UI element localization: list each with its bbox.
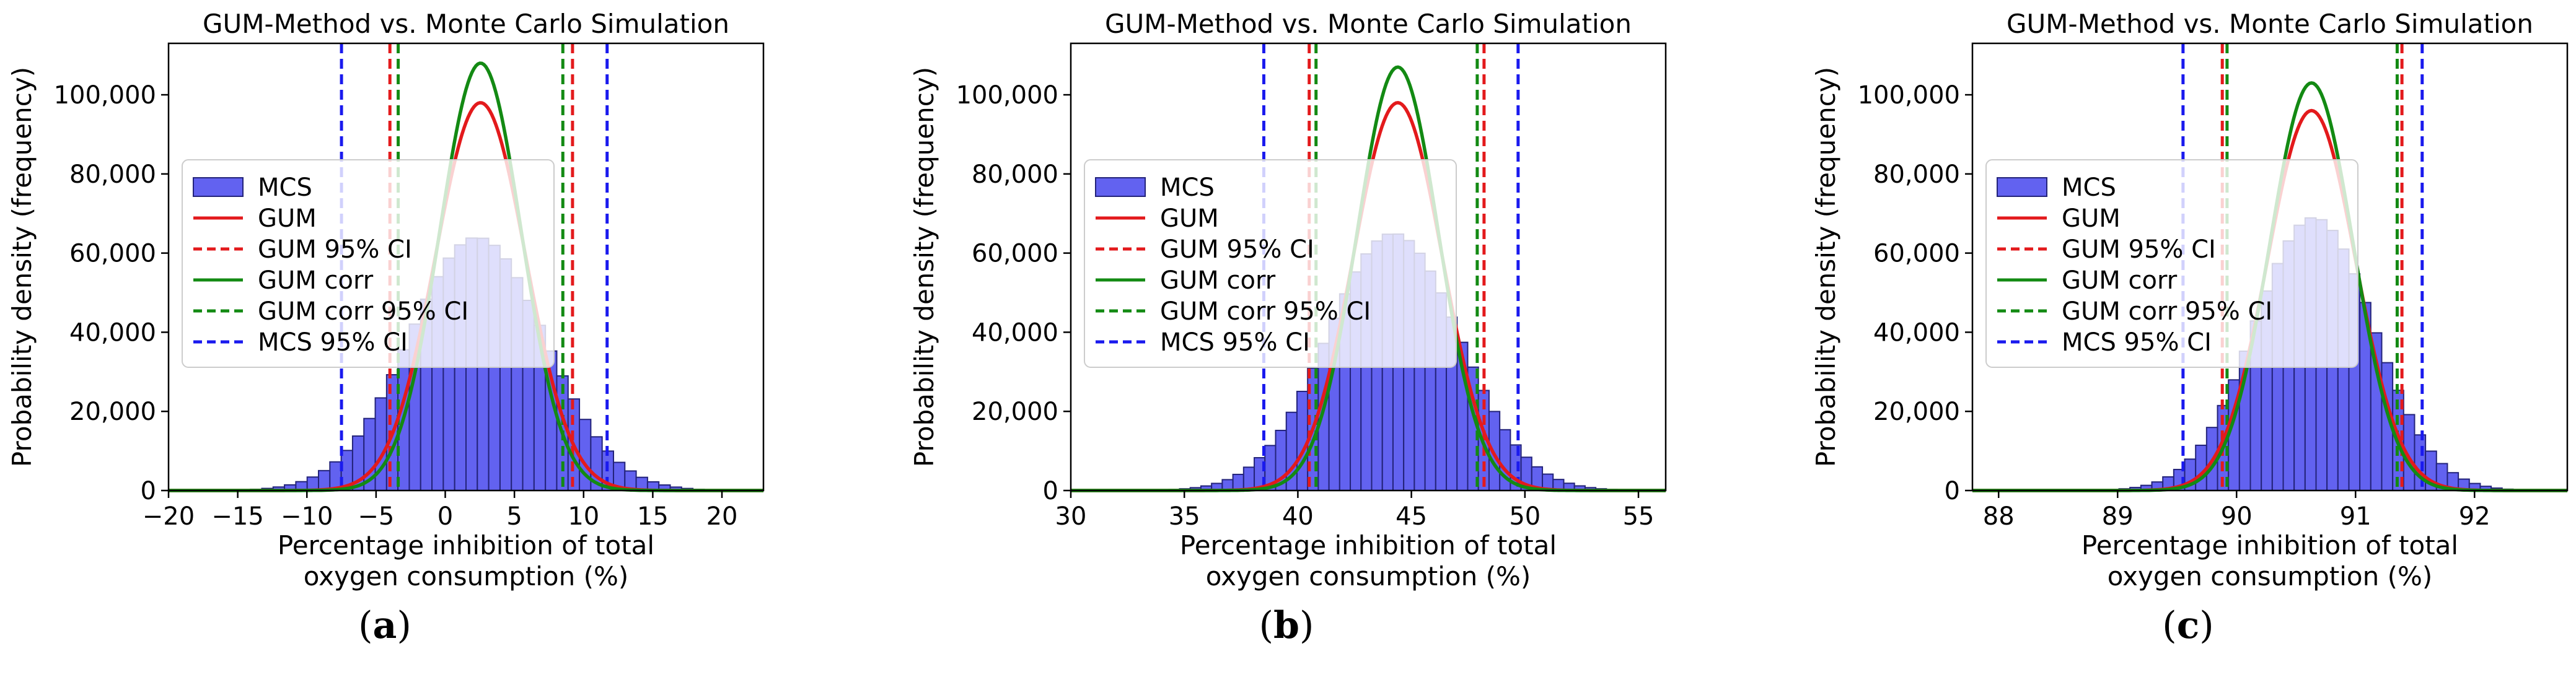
chart-b-x-tick-label: 55 [1623, 502, 1655, 531]
chart-b-x-tick-label: 45 [1396, 502, 1427, 531]
chart-a-group: −20 −15 −10 −5 0 5 10 15 20 0 20,000 40,000 60,000 80… [7, 9, 765, 591]
chart-b-x-axis-label: oxygen consumption (%) [1206, 561, 1531, 591]
chart-a-x-tick-label: 10 [568, 502, 599, 531]
chart-c-x-axis-label: Percentage inhibition of total [2081, 530, 2458, 561]
chart-a-x-tick-label: −10 [281, 502, 333, 531]
chart-c-x-tick-label: 91 [2340, 502, 2372, 531]
chart-b-x-tick-label: 30 [1055, 502, 1087, 531]
chart-c-x-tick-label: 88 [1983, 502, 2015, 531]
chart-c-x-tick-label: 92 [2459, 502, 2490, 531]
chart-b-legend-label: MCS 95% CI [1160, 328, 1310, 357]
chart-a-axes-frame [167, 42, 765, 492]
chart-c-group: 88 89 90 91 92 0 20,000 40,000 60,000 80,000 100,0… [1811, 9, 2569, 591]
panel-label-a: (a) [358, 604, 411, 647]
chart-b-x-tick-label: 40 [1282, 502, 1314, 531]
chart-a-x-tick-label: 0 [437, 502, 453, 531]
chart-b-y-tick-label: 40,000 [972, 318, 1058, 347]
chart-b-hist-bar [1296, 390, 1309, 491]
chart-a-legend-label: GUM corr 95% CI [258, 297, 468, 326]
chart-b-y-axis-label: Probability density (frequency) [909, 67, 939, 467]
chart-b-y-tick-label: 0 [1043, 477, 1058, 505]
chart-c-x-tick-label: 90 [2221, 502, 2253, 531]
chart-b-legend-box [1084, 159, 1457, 368]
chart-a-x-axis-label: oxygen consumption (%) [304, 561, 629, 591]
chart-b-legend-label: MCS [1160, 173, 1215, 202]
chart-a-x-tick-label: 20 [706, 502, 738, 531]
chart-a-x-tick-label: 15 [637, 502, 669, 531]
chart-a-y-axis-label: Probability density (frequency) [7, 67, 37, 467]
chart-c-y-tick-label: 0 [1945, 477, 1960, 505]
chart-b-x-tick-label: 35 [1169, 502, 1200, 531]
chart-c-legend-label: GUM corr 95% CI [2062, 297, 2272, 326]
chart-b-legend-label: GUM 95% CI [1160, 235, 1314, 264]
chart-a-hist-bar [318, 469, 331, 492]
chart-a-x-tick-label: −20 [143, 502, 195, 531]
chart-c-y-tick-label: 20,000 [1873, 398, 1960, 426]
chart-c-legend-label: GUM [2062, 204, 2121, 233]
chart-a-legend-label: GUM 95% CI [258, 235, 412, 264]
chart-a-legend-box [182, 159, 555, 368]
chart-b-group: 30 35 40 45 50 55 0 20,000 40,000 60,000 80,000 100… [909, 9, 1667, 591]
chart-c-x-axis-label: oxygen consumption (%) [2108, 561, 2433, 591]
chart-a-x-tick-label: −5 [358, 502, 394, 531]
chart-c-axes-frame [1971, 42, 2569, 492]
chart-c-y-axis-label: Probability density (frequency) [1811, 67, 1841, 467]
chart-a-legend-label: GUM [258, 204, 317, 233]
chart-a-y-tick-label: 80,000 [69, 160, 156, 189]
chart-c-title: GUM-Method vs. Monte Carlo Simulation [2007, 9, 2533, 39]
chart-a-legend-label: MCS 95% CI [258, 328, 408, 357]
panel-label-b: (b) [1259, 604, 1314, 647]
chart-a-x-axis-label: Percentage inhibition of total [278, 530, 654, 561]
chart-a-x-tick-label: 5 [506, 502, 522, 531]
chart-b-x-axis-label: Percentage inhibition of total [1180, 530, 1557, 561]
chart-a-y-tick-label: 60,000 [69, 240, 156, 268]
chart-a-y-tick-label: 0 [141, 477, 156, 505]
chart-b-x-tick-label: 50 [1509, 502, 1541, 531]
chart-c-legend-label: MCS 95% CI [2062, 328, 2212, 357]
chart-b-y-tick-label: 80,000 [972, 160, 1058, 189]
chart-c-y-tick-label: 80,000 [1873, 160, 1960, 189]
chart-c-legend-label: MCS [2062, 173, 2116, 202]
chart-a-legend-label: MCS [258, 173, 312, 202]
chart-a-hist-bar [374, 397, 387, 491]
chart-b-legend-label: GUM [1160, 204, 1219, 233]
chart-b-y-tick-label: 60,000 [972, 240, 1058, 268]
chart-a-legend-mcs-swatch [193, 177, 244, 197]
chart-c-legend-mcs-swatch [1997, 177, 2047, 197]
chart-a-y-tick-label: 20,000 [69, 398, 156, 426]
chart-a-title: GUM-Method vs. Monte Carlo Simulation [203, 9, 729, 39]
chart-b-axes-frame [1070, 42, 1667, 492]
chart-c-y-tick-label: 100,000 [1858, 81, 1960, 110]
chart-c-y-tick-label: 60,000 [1873, 240, 1960, 268]
chart-a-y-tick-label: 100,000 [54, 81, 156, 110]
chart-b-legend-label: GUM corr 95% CI [1160, 297, 1371, 326]
chart-b-legend-mcs-swatch [1095, 177, 1146, 197]
chart-c-legend-label: GUM 95% CI [2062, 235, 2216, 264]
chart-c-x-tick-label: 89 [2102, 502, 2134, 531]
chart-c-hist-bar [2414, 434, 2427, 492]
chart-a-x-tick-label: −15 [211, 502, 263, 531]
panel-label-c: (c) [2162, 604, 2214, 647]
chart-a-y-tick-label: 40,000 [69, 318, 156, 347]
chart-b-title: GUM-Method vs. Monte Carlo Simulation [1105, 9, 1632, 39]
chart-c-y-tick-label: 40,000 [1873, 318, 1960, 347]
chart-b-y-tick-label: 100,000 [956, 81, 1058, 110]
chart-a-legend-label: GUM corr [258, 266, 374, 295]
chart-c-legend-label: GUM corr [2062, 266, 2178, 295]
chart-b-legend-label: GUM corr [1160, 266, 1276, 295]
chart-c-legend-box [1985, 159, 2358, 368]
chart-b-y-tick-label: 20,000 [972, 398, 1058, 426]
